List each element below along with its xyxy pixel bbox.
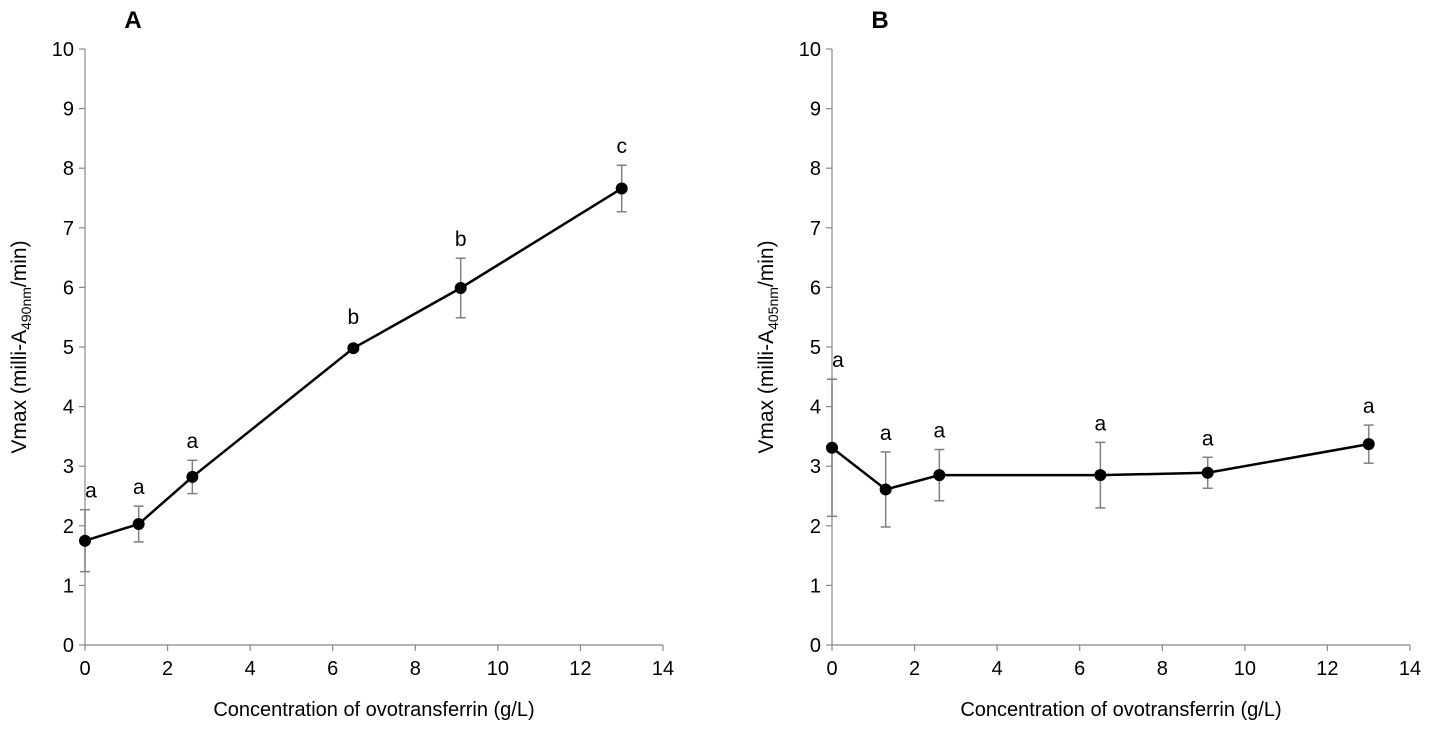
y-axis-title-subscript: 490nm	[18, 287, 34, 330]
data-point	[1094, 469, 1107, 482]
panel-title: A	[124, 7, 141, 34]
x-tick-label: 4	[992, 658, 1003, 680]
x-tick-label: 10	[1234, 658, 1256, 680]
data-point	[879, 483, 892, 496]
x-tick-label: 8	[1157, 658, 1168, 680]
y-tick-label: 6	[810, 277, 821, 299]
y-axis-title-prefix: Vmax (milli-A	[755, 330, 778, 454]
y-tick-label: 3	[810, 456, 821, 478]
significance-letter: a	[1202, 427, 1214, 450]
data-point	[347, 342, 360, 355]
y-tick-label: 0	[63, 635, 74, 657]
y-axis-title: Vmax (milli-A490nm/min)	[8, 240, 34, 453]
data-point	[826, 441, 838, 454]
significance-letter: a	[880, 422, 892, 445]
x-tick-label: 14	[1399, 658, 1421, 680]
significance-letter: b	[455, 228, 467, 251]
y-axis-title: Vmax (milli-A405nm/min)	[755, 240, 781, 453]
panel-title: B	[871, 7, 888, 34]
y-tick-label: 2	[810, 516, 821, 538]
y-axis-title-suffix: /min)	[8, 240, 31, 287]
data-point	[1362, 438, 1375, 451]
significance-letter: a	[186, 430, 198, 453]
x-tick-label: 14	[652, 658, 674, 680]
y-axis-title-subscript: 405nm	[765, 287, 781, 330]
x-axis-title: Concentration of ovotransferrin (g/L)	[960, 699, 1281, 721]
y-tick-label: 2	[63, 516, 74, 538]
x-tick-label: 10	[487, 658, 509, 680]
x-tick-label: 12	[1316, 658, 1338, 680]
y-tick-label: 4	[63, 397, 74, 419]
y-tick-label: 1	[63, 575, 74, 597]
data-point	[1201, 466, 1214, 479]
x-tick-label: 6	[327, 658, 338, 680]
y-tick-label: 6	[63, 277, 74, 299]
x-axis-title: Concentration of ovotransferrin (g/L)	[213, 699, 534, 721]
data-point	[186, 470, 199, 483]
data-point	[79, 534, 91, 547]
y-tick-label: 1	[810, 575, 821, 597]
x-tick-label: 6	[1074, 658, 1085, 680]
y-tick-label: 9	[63, 99, 74, 121]
x-tick-label: 8	[410, 658, 421, 680]
data-point	[615, 182, 628, 195]
significance-letter: a	[1363, 395, 1375, 418]
y-tick-label: 9	[810, 99, 821, 121]
data-point	[933, 469, 946, 482]
y-tick-label: 7	[63, 218, 74, 240]
significance-letter: a	[85, 480, 97, 503]
x-tick-label: 12	[569, 658, 591, 680]
y-tick-label: 10	[799, 39, 821, 61]
y-tick-label: 4	[810, 397, 821, 419]
x-tick-label: 2	[909, 658, 920, 680]
y-axis-title-prefix: Vmax (milli-A	[8, 330, 31, 454]
y-tick-label: 8	[810, 158, 821, 180]
significance-letter: b	[348, 306, 360, 329]
y-tick-label: 7	[810, 218, 821, 240]
series-line	[831, 442, 1369, 491]
y-tick-label: 3	[63, 456, 74, 478]
x-tick-label: 0	[79, 658, 90, 680]
data-point	[132, 518, 145, 531]
significance-letter: a	[1095, 412, 1107, 435]
y-tick-label: 10	[52, 39, 74, 61]
data-point	[454, 281, 467, 294]
x-tick-label: 0	[826, 658, 837, 680]
x-tick-label: 4	[245, 658, 256, 680]
significance-letter: c	[616, 135, 627, 158]
y-tick-label: 8	[63, 158, 74, 180]
y-tick-label: 5	[810, 337, 821, 359]
significance-letter: a	[133, 476, 145, 499]
y-tick-label: 0	[810, 635, 821, 657]
y-tick-label: 5	[63, 337, 74, 359]
series-line	[84, 187, 623, 542]
x-tick-label: 2	[162, 658, 173, 680]
significance-letter: a	[832, 349, 844, 372]
significance-letter: a	[933, 420, 945, 443]
y-axis-title-suffix: /min)	[755, 240, 778, 287]
